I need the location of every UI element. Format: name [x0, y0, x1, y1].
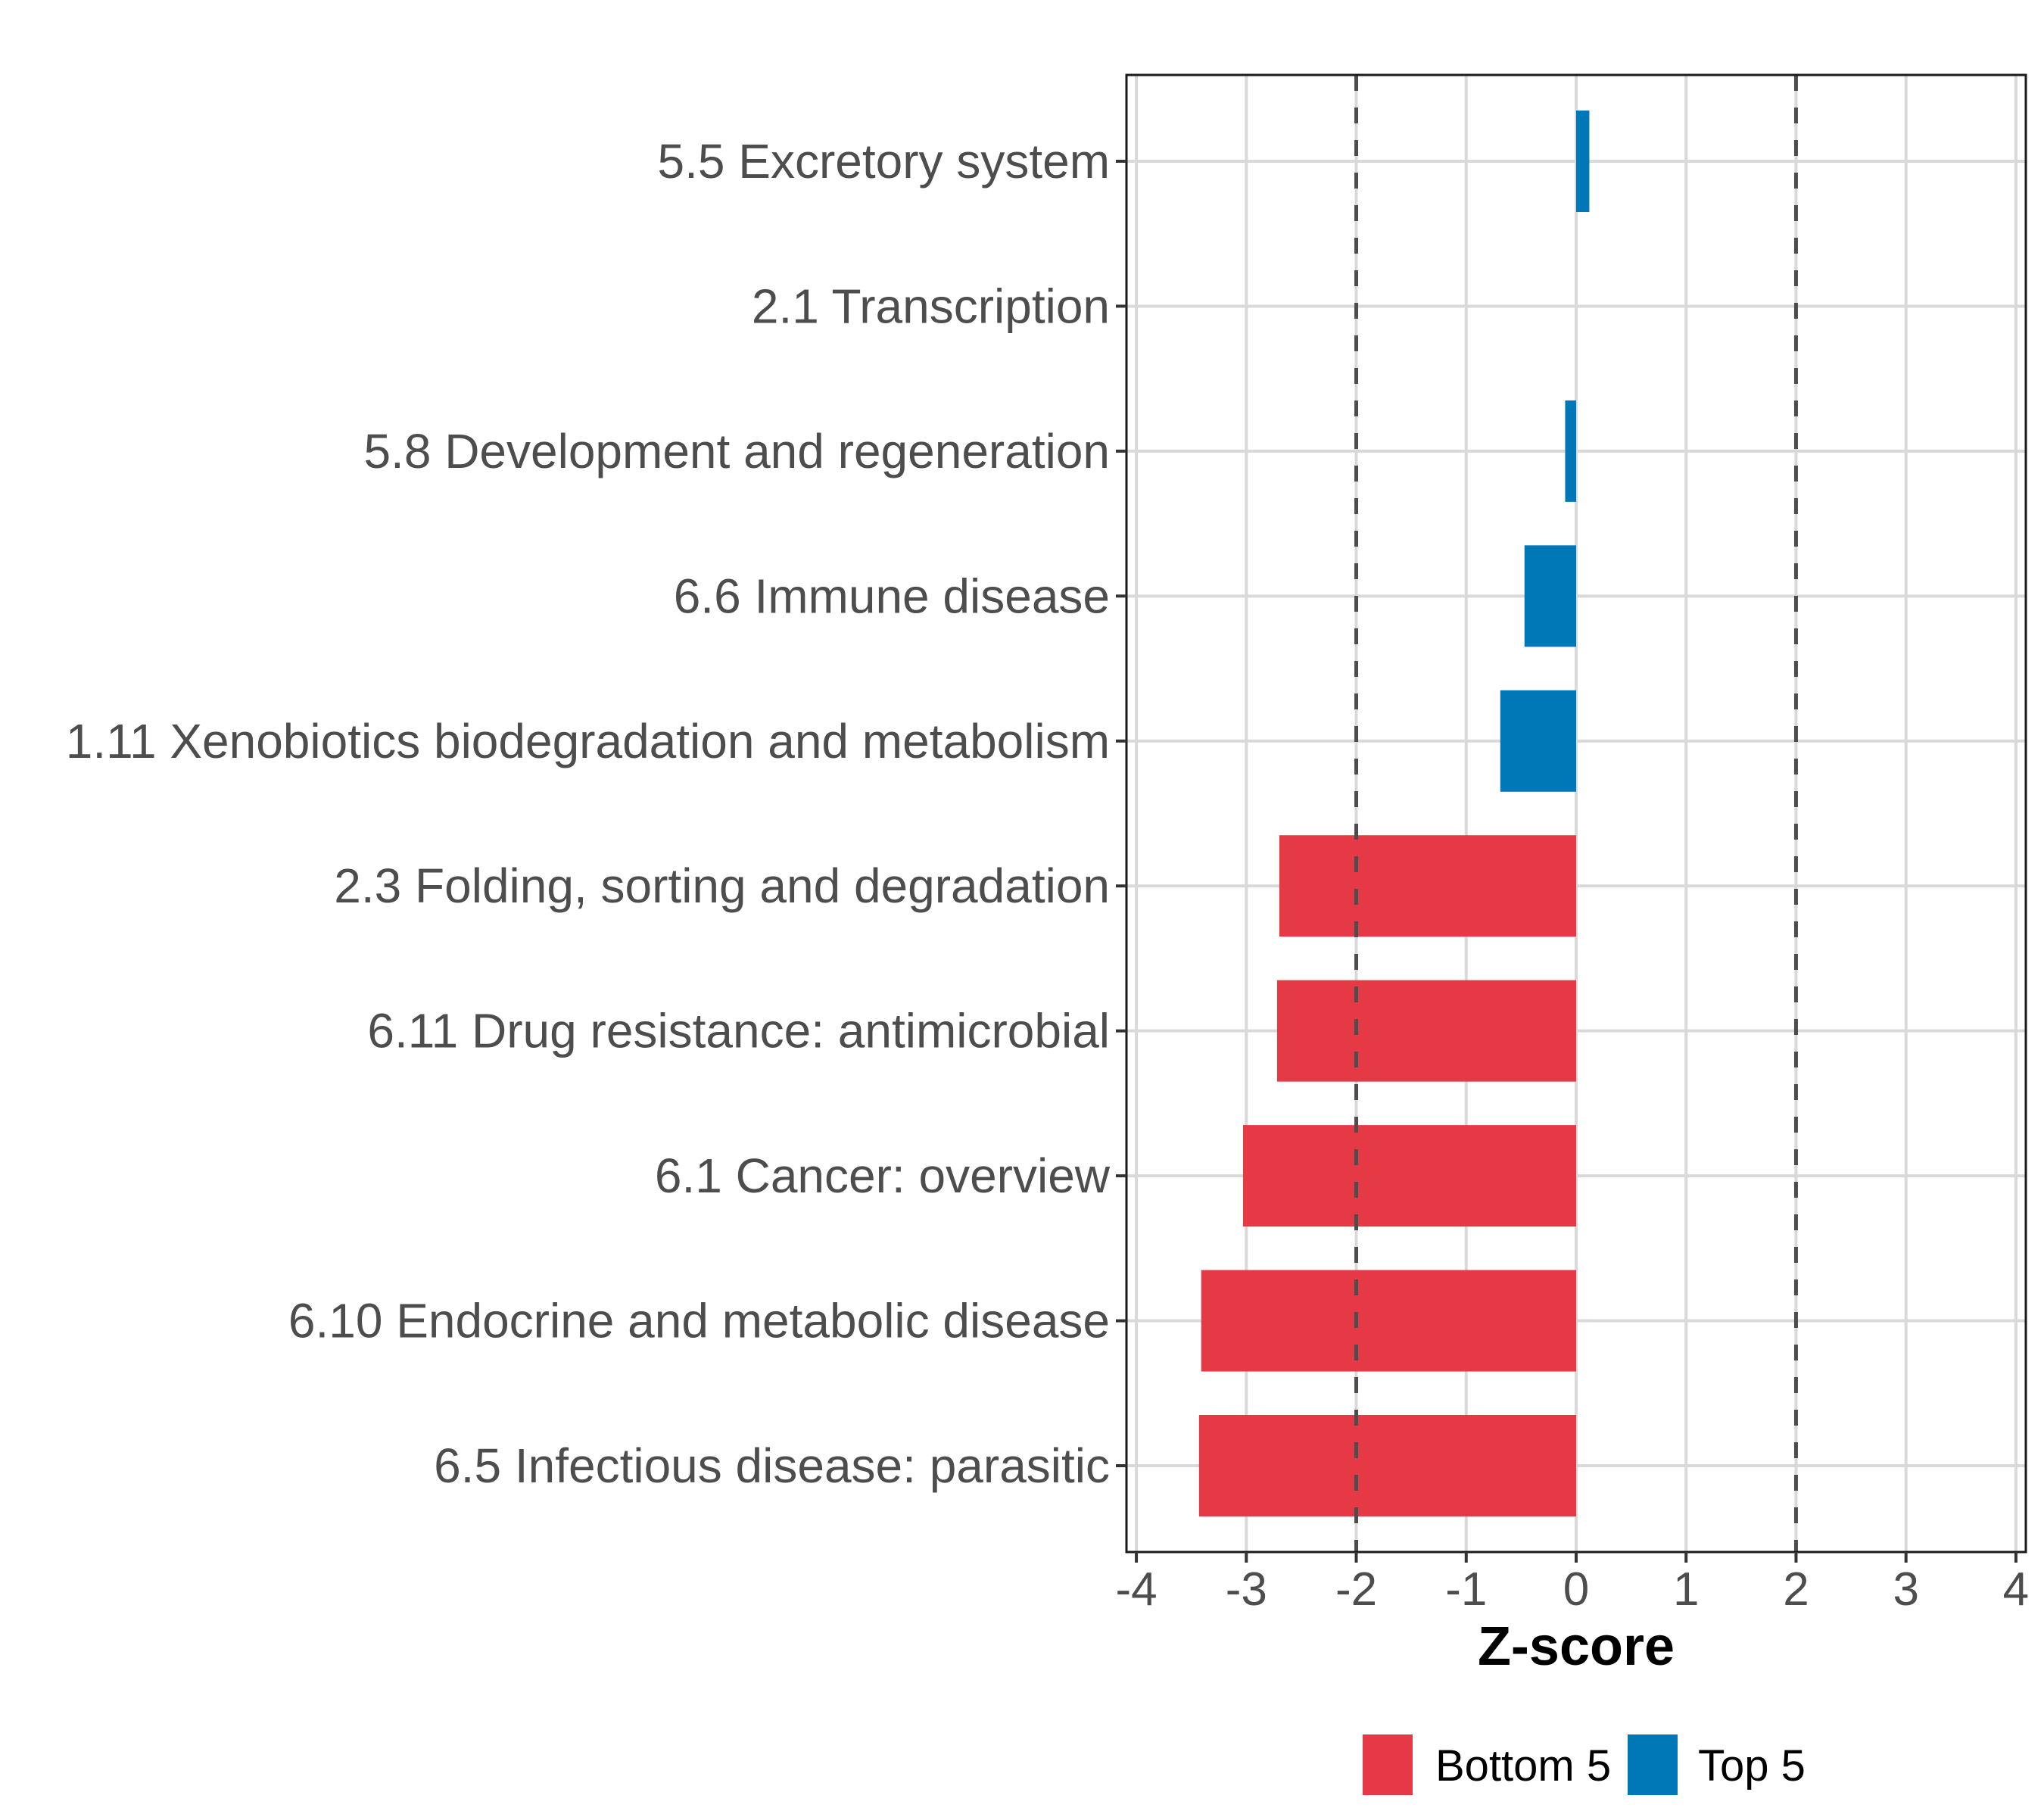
x-tick-label: 4	[2003, 1563, 2029, 1616]
y-tick-label: 2.1 Transcription	[752, 279, 1110, 333]
legend-label-bottom-5: Bottom 5	[1435, 1741, 1611, 1791]
bar-6-6-immune-disease	[1524, 545, 1576, 647]
y-tick-label: 6.1 Cancer: overview	[655, 1148, 1111, 1203]
bar-6-5-infectious-disease-parasitic	[1198, 1414, 1576, 1517]
x-tick-label: 2	[1783, 1563, 1809, 1616]
legend-label-top-5: Top 5	[1698, 1741, 1806, 1791]
y-tick-label: 1.11 Xenobiotics biodegradation and meta…	[66, 714, 1110, 768]
x-axis: -4 -3 -2 -1 0 1 2 3 4	[1116, 1552, 2029, 1616]
x-tick-label: 0	[1563, 1563, 1589, 1616]
x-tick-label: -3	[1226, 1563, 1267, 1616]
bars	[1198, 110, 1590, 1517]
y-tick-label: 6.5 Infectious disease: parasitic	[434, 1438, 1110, 1493]
bar-1-11-xenobiotics-biodegradation-and-metabolism	[1500, 690, 1576, 792]
y-axis: 5.5 Excretory system 2.1 Transcription 5.8…	[66, 134, 1126, 1493]
bar-5-5-excretory-system	[1576, 110, 1590, 213]
legend: Bottom 5 Top 5	[1363, 1734, 1806, 1795]
x-tick-label: 1	[1673, 1563, 1699, 1616]
bar-2-3-folding-sorting-and-degradation	[1279, 835, 1576, 937]
bar-6-10-endocrine-and-metabolic-disease	[1201, 1270, 1576, 1372]
legend-key-top-5	[1628, 1734, 1678, 1795]
x-tick-label: -2	[1335, 1563, 1377, 1616]
x-tick-label: -4	[1116, 1563, 1158, 1616]
y-tick-label: 6.10 Endocrine and metabolic disease	[288, 1294, 1110, 1348]
y-tick-label: 6.6 Immune disease	[674, 569, 1110, 623]
x-tick-label: 3	[1893, 1563, 1918, 1616]
x-tick-label: -1	[1445, 1563, 1487, 1616]
legend-key-bottom-5	[1363, 1734, 1413, 1795]
y-tick-label: 5.8 Development and regeneration	[363, 424, 1110, 478]
bar-6-11-drug-resistance-antimicrobial	[1276, 980, 1576, 1082]
x-axis-title: Z-score	[1478, 1616, 1675, 1677]
bar-6-1-cancer-overview	[1242, 1125, 1576, 1227]
y-tick-label: 5.5 Excretory system	[658, 134, 1111, 189]
y-tick-label: 2.3 Folding, sorting and degradation	[334, 859, 1110, 913]
y-tick-label: 6.11 Drug resistance: antimicrobial	[367, 1004, 1110, 1058]
bar-5-8-development-and-regeneration	[1565, 400, 1576, 502]
